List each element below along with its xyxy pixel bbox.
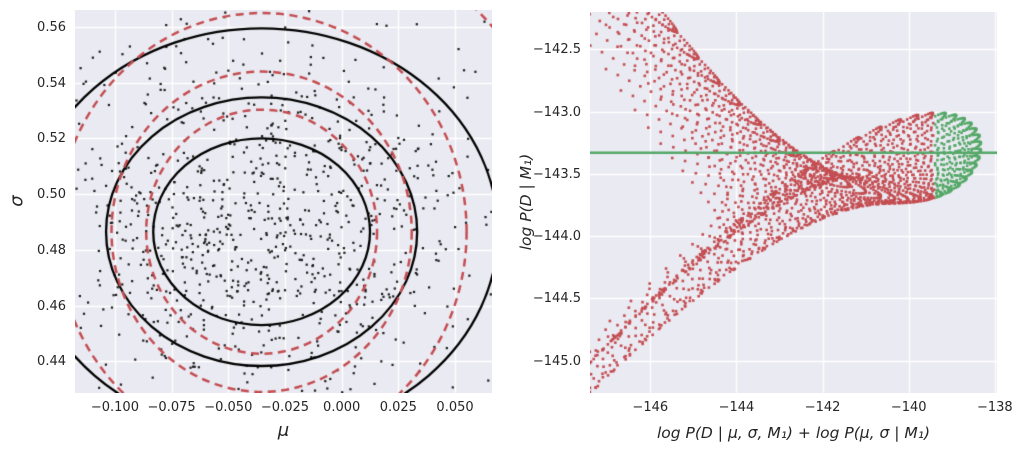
y-tick-label: −144.0	[532, 229, 581, 245]
right-plot-canvas	[590, 12, 997, 393]
y-tick-label: −144.5	[532, 291, 581, 307]
y-tick-label: −145.0	[532, 353, 581, 369]
y-tick-label: 0.48	[37, 242, 66, 258]
x-tick-label: 0.025	[379, 400, 417, 415]
x-tick-label: −146	[632, 400, 669, 415]
y-tick-label: 0.44	[37, 354, 66, 370]
x-tick-label: −0.100	[90, 400, 139, 415]
y-tick-label: 0.56	[37, 19, 66, 35]
x-tick-label: −0.050	[204, 400, 253, 415]
x-tick-label: −144	[718, 400, 755, 415]
right-xaxis-label-log-posterior: log P(D | μ, σ, M₁) + log P(μ, σ | M₁)	[656, 424, 931, 442]
x-tick-label: −140	[890, 400, 927, 415]
y-tick-label: −143.5	[532, 166, 581, 182]
y-tick-label: −142.5	[532, 42, 581, 58]
x-tick-label: 0.050	[436, 400, 474, 415]
x-tick-label: −0.075	[147, 400, 196, 415]
x-tick-label: 0.000	[323, 400, 361, 415]
y-tick-label: 0.50	[37, 187, 66, 203]
left-plot-area	[75, 10, 492, 393]
y-tick-label: 0.54	[37, 75, 66, 91]
y-tick-label: 0.46	[37, 298, 66, 314]
left-xaxis-label-mu: μ	[277, 420, 290, 441]
x-tick-label: −138	[976, 400, 1013, 415]
right-plot-area	[590, 12, 997, 393]
left-plot-canvas	[75, 10, 492, 393]
y-tick-label: −143.0	[532, 104, 581, 120]
y-tick-label: 0.52	[37, 131, 66, 147]
x-tick-label: −0.025	[260, 400, 310, 415]
x-tick-label: −142	[804, 400, 841, 415]
